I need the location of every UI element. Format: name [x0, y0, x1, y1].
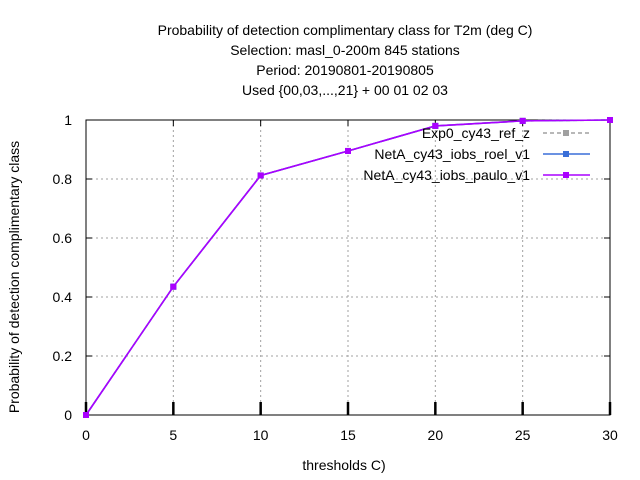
y-axis-label: Probability of detection complimentary c… — [6, 141, 22, 413]
data-point — [607, 117, 613, 123]
y-tick-label: 0.8 — [53, 171, 73, 187]
series-1 — [83, 117, 613, 418]
y-tick-label: 0.4 — [53, 289, 73, 305]
title-line: Used {00,03,...,21} + 00 01 02 03 — [242, 82, 448, 98]
legend-marker — [563, 151, 569, 157]
legend-label: Exp0_cy43_ref_z — [422, 125, 530, 141]
x-tick-label: 15 — [340, 427, 356, 443]
x-tick-label: 10 — [253, 427, 269, 443]
y-tick-label: 1 — [64, 112, 72, 128]
x-tick-label: 5 — [169, 427, 177, 443]
title-line: Period: 20190801-20190805 — [256, 62, 434, 78]
plot-frame — [85, 119, 611, 416]
data-point — [170, 283, 177, 290]
y-tick-label: 0.2 — [53, 348, 73, 364]
grid — [86, 120, 610, 415]
data-point — [257, 172, 264, 179]
data-point — [519, 117, 526, 124]
series-2 — [83, 117, 613, 418]
legend-marker — [563, 130, 569, 136]
title-line: Selection: masl_0-200m 845 stations — [230, 42, 460, 58]
title-line: Probability of detection complimentary c… — [158, 22, 533, 38]
legend-label: NetA_cy43_iobs_roel_v1 — [374, 146, 530, 162]
x-tick-label: 0 — [82, 427, 90, 443]
x-axis-label: thresholds C) — [302, 457, 385, 473]
y-tick-labels: 0 0.2 0.4 0.6 0.8 1 — [53, 112, 73, 423]
legend-label: NetA_cy43_iobs_paulo_v1 — [363, 167, 530, 183]
chart-title: Probability of detection complimentary c… — [158, 22, 533, 98]
x-tick-label: 25 — [515, 427, 531, 443]
legend-marker — [563, 172, 569, 178]
data-point — [432, 122, 439, 129]
x-tick-label: 20 — [428, 427, 444, 443]
data-point — [345, 147, 351, 154]
data-point — [83, 412, 89, 418]
y-tick-label: 0.6 — [53, 230, 73, 246]
series-0 — [83, 117, 613, 418]
series — [83, 117, 613, 418]
x-tick-labels: 0 5 10 15 20 25 30 — [82, 427, 618, 443]
legend: Exp0_cy43_ref_z NetA_cy43_iobs_roel_v1 Net… — [363, 125, 590, 183]
x-tick-label: 30 — [602, 427, 618, 443]
y-tick-label: 0 — [64, 407, 72, 423]
